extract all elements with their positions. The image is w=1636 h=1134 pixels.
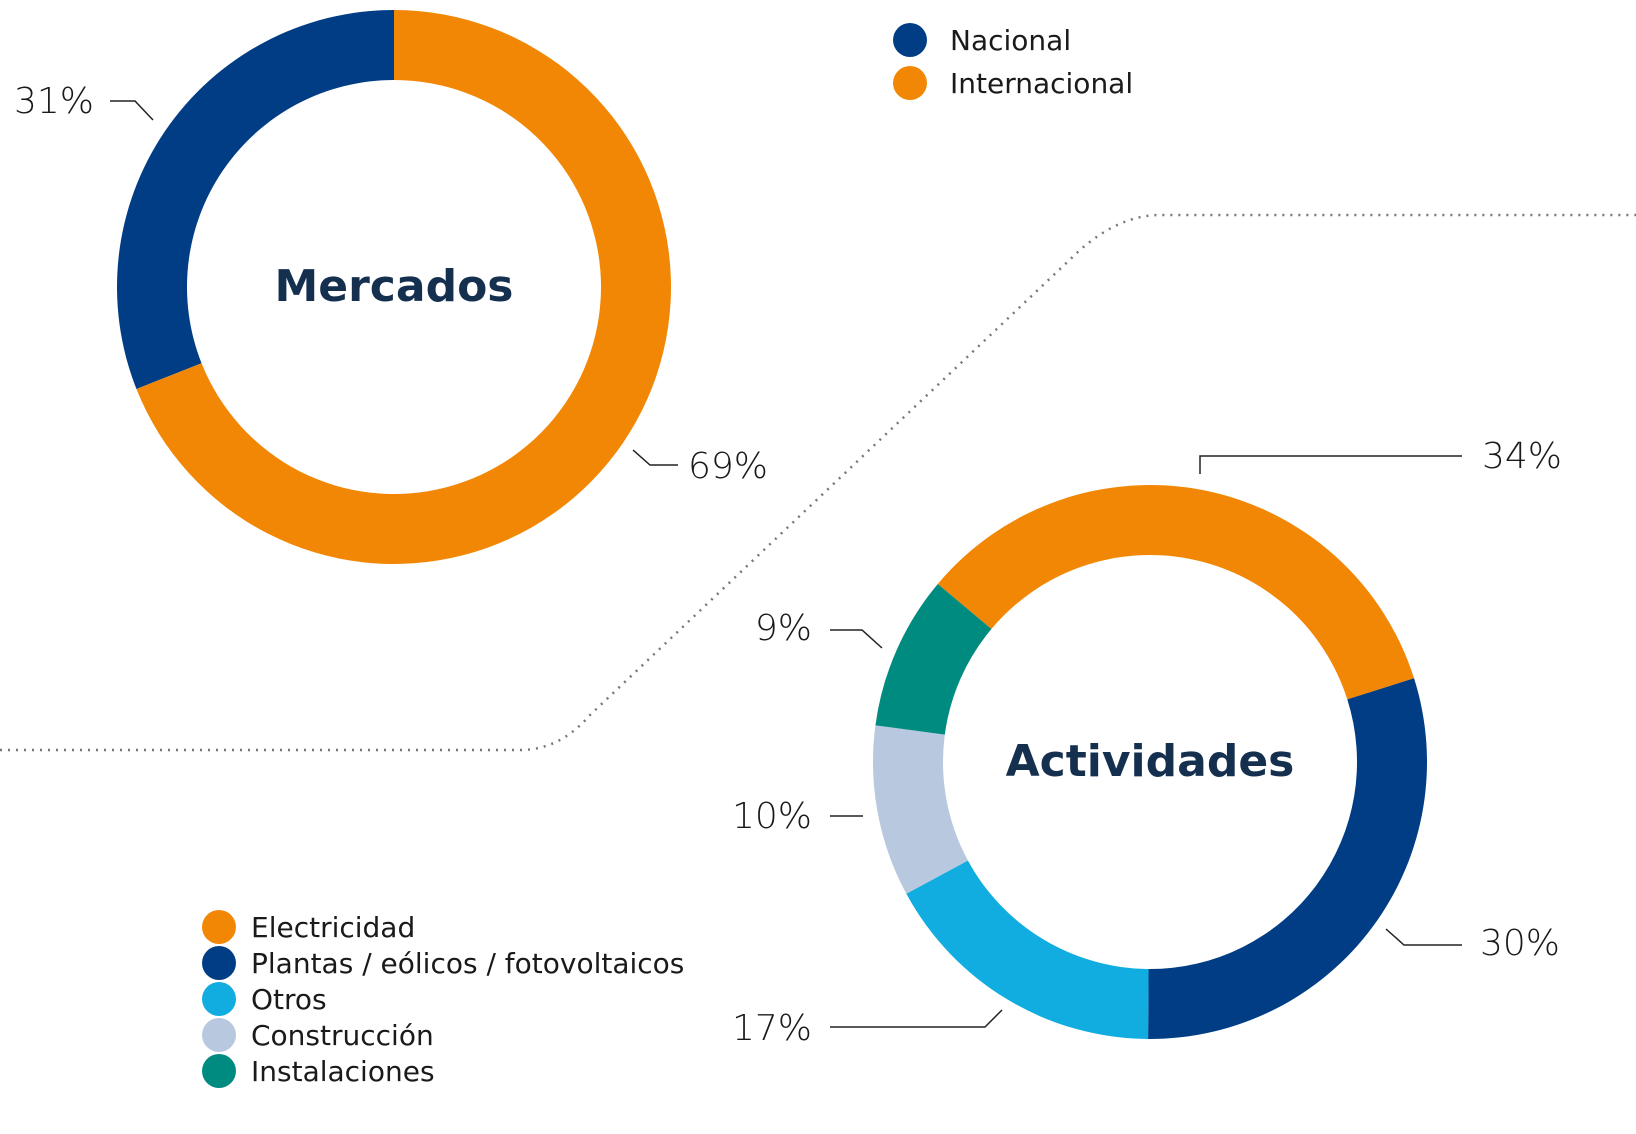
- legend-swatch: [202, 910, 236, 944]
- value-label: 31%: [14, 81, 94, 122]
- legend-label: Construcción: [251, 1019, 434, 1052]
- legend-label: Plantas / eólicos / fotovoltaicos: [251, 947, 684, 980]
- value-label: 34%: [1482, 436, 1562, 477]
- donut-slice: [937, 485, 1415, 700]
- legend-swatch: [202, 1018, 236, 1052]
- donut-slice: [873, 725, 968, 894]
- leader-line: [1199, 455, 1462, 474]
- leader-line: [110, 100, 154, 121]
- leader-line: [632, 449, 678, 466]
- leader-line: [830, 629, 883, 649]
- legend-swatch: [202, 1054, 236, 1088]
- donut-slice: [117, 10, 395, 389]
- legend-label: Electricidad: [251, 911, 415, 944]
- legend-swatch: [893, 23, 927, 57]
- legend-swatch: [202, 946, 236, 980]
- donut-slice: [1148, 678, 1427, 1039]
- chart-title: Actividades: [1006, 736, 1295, 787]
- leader-line: [1385, 928, 1462, 946]
- value-label: 30%: [1480, 923, 1560, 964]
- legend-label: Internacional: [950, 67, 1133, 100]
- value-label: 9%: [755, 608, 812, 649]
- legend-label: Instalaciones: [251, 1055, 435, 1088]
- donut-slice: [875, 583, 992, 735]
- value-label: 69%: [688, 446, 768, 487]
- legend-swatch: [893, 66, 927, 100]
- value-label: 17%: [732, 1008, 812, 1049]
- chart-title: Mercados: [274, 261, 513, 312]
- legend-label: Otros: [251, 983, 327, 1016]
- leader-line: [830, 1009, 1003, 1028]
- legend-label: Nacional: [950, 24, 1071, 57]
- legend-swatch: [202, 982, 236, 1016]
- divider: [0, 213, 1636, 752]
- donut-slice: [906, 860, 1149, 1039]
- value-label: 10%: [732, 796, 812, 837]
